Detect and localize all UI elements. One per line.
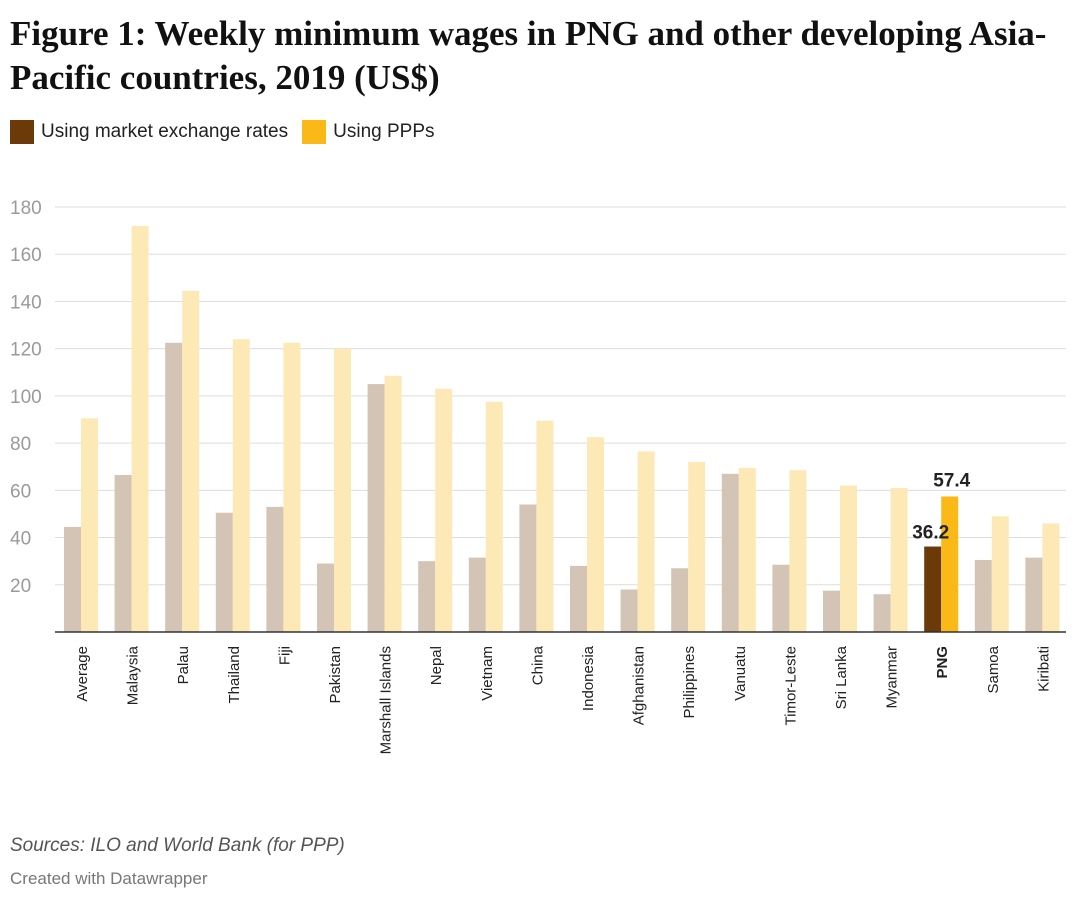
bar-market-rate	[266, 506, 284, 632]
bar-market-rate	[317, 563, 334, 632]
bar-ppp	[738, 467, 756, 632]
y-tick-label: 140	[10, 292, 42, 313]
legend: Using market exchange rates Using PPPs	[10, 120, 449, 144]
bar-market-rate	[772, 564, 790, 632]
y-tick-label: 120	[10, 340, 42, 361]
bar-market-rate	[367, 384, 385, 632]
credit-note: Created with Datawrapper	[10, 869, 208, 888]
x-category-label: Pakistan	[327, 646, 344, 704]
legend-item-market-rates: Using market exchange rates	[10, 120, 288, 144]
y-tick-label: 80	[10, 434, 31, 455]
x-category-label: Palau	[175, 646, 192, 684]
x-category-label: Indonesia	[580, 645, 597, 711]
data-label-market-rate: 36.2	[912, 523, 949, 544]
bar-ppp	[840, 485, 857, 632]
x-category-label: Sri Lanka	[833, 645, 850, 709]
bar-market-rate	[418, 561, 436, 632]
legend-label-ppps: Using PPPs	[333, 121, 435, 142]
legend-swatch-market-rates	[10, 120, 34, 144]
bar-market-rate	[873, 594, 891, 632]
bar-ppp	[182, 290, 200, 632]
bar-market-rate	[114, 474, 132, 632]
bar-ppp	[587, 437, 604, 632]
bar-ppp	[688, 462, 706, 632]
x-category-label: Kiribati	[1035, 646, 1052, 692]
bar-market-rate	[570, 565, 587, 632]
bar-market-rate	[64, 526, 81, 632]
legend-label-market-rates: Using market exchange rates	[41, 121, 289, 142]
bar-ppp	[81, 418, 98, 632]
bar-chart: 20 40 60 80 100 120 140 160 180 Average Malaysia Pa…	[10, 198, 1066, 754]
bar-ppp	[283, 342, 301, 632]
bar-market-rate	[165, 342, 183, 632]
bar-market-rate	[974, 559, 992, 632]
bar-market-rate	[1025, 557, 1043, 632]
x-category-label: Thailand	[226, 646, 243, 704]
bar-ppp	[789, 470, 807, 632]
legend-item-ppps: Using PPPs	[302, 120, 435, 144]
x-category-label: PNG	[934, 646, 951, 679]
bar-market-rate	[721, 473, 739, 632]
bar-ppp	[435, 388, 453, 632]
bar-ppp	[384, 375, 402, 632]
x-category-label: Malaysia	[125, 645, 142, 705]
bar-market-rate	[823, 590, 840, 632]
bar-ppp	[334, 348, 351, 632]
bar-ppp	[485, 401, 503, 632]
bar-market-rate	[468, 557, 486, 632]
x-category-label: Average	[74, 646, 91, 702]
x-category-label: Philippines	[681, 646, 698, 719]
y-tick-label: 160	[10, 245, 42, 266]
x-category-label: Vietnam	[479, 646, 496, 701]
x-category-label: Vanuatu	[732, 646, 749, 701]
x-category-label: Marshall Islands	[378, 646, 395, 754]
bar-ppp	[1042, 523, 1060, 632]
y-tick-label: 20	[10, 576, 31, 597]
data-label-ppp: 57.4	[933, 470, 970, 491]
y-tick-label: 100	[10, 387, 42, 408]
bar-market-rate	[620, 589, 638, 632]
bar-ppp	[991, 516, 1009, 632]
y-tick-label: 40	[10, 529, 31, 550]
chart-title: Figure 1: Weekly minimum wages in PNG an…	[10, 14, 1047, 97]
bar-market-rate	[924, 546, 942, 632]
x-category-label: Fiji	[276, 646, 293, 665]
bar-ppp	[890, 487, 908, 632]
bar-market-rate	[519, 504, 537, 632]
x-category-label: Afghanistan	[631, 646, 648, 725]
x-category-label: Samoa	[985, 645, 1002, 693]
bar-market-rate	[215, 512, 233, 632]
x-category-label: Timor-Leste	[782, 646, 799, 725]
source-note: Sources: ILO and World Bank (for PPP)	[10, 835, 345, 856]
x-category-label: Nepal	[428, 646, 445, 685]
y-tick-label: 60	[10, 481, 31, 502]
x-category-label: Myanmar	[884, 646, 901, 709]
y-tick-label: 180	[10, 198, 42, 219]
bar-ppp	[232, 339, 250, 632]
bar-ppp	[536, 420, 554, 632]
bar-ppp	[637, 451, 655, 632]
x-category-label: China	[529, 645, 546, 685]
bar-ppp	[941, 496, 959, 632]
bar-ppp	[131, 225, 149, 632]
bar-market-rate	[671, 568, 689, 632]
legend-swatch-ppps	[302, 120, 327, 144]
